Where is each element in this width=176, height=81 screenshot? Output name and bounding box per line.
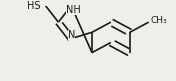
Text: NH: NH	[66, 5, 81, 15]
Text: HS: HS	[27, 1, 41, 11]
Text: N: N	[68, 30, 75, 40]
Text: CH₃: CH₃	[151, 16, 167, 25]
